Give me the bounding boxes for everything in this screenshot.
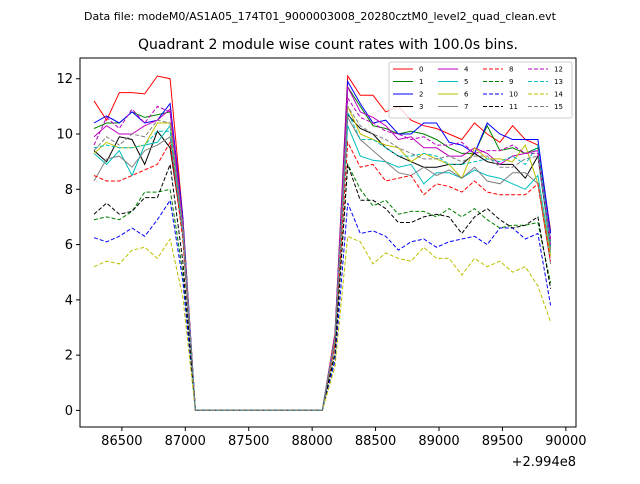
legend-label-8: 8 (509, 66, 513, 74)
legend-label-6: 6 (464, 91, 469, 99)
series-line-8 (93, 140, 552, 411)
legend-label-15: 15 (554, 103, 563, 111)
legend-label-14: 14 (554, 91, 563, 99)
legend-box (388, 61, 573, 119)
chart-title: Quadrant 2 module wise count rates with … (138, 37, 518, 53)
y-tick-label: 10 (56, 128, 73, 143)
legend-label-12: 12 (554, 66, 563, 74)
legend-label-3: 3 (419, 103, 423, 111)
suptitle: Data file: modeM0/AS1A05_174T01_90000030… (84, 10, 557, 23)
x-tick-label: 88000 (291, 434, 332, 449)
legend-label-2: 2 (419, 91, 423, 99)
x-tick-label: 87500 (228, 434, 269, 449)
series-line-15 (93, 104, 552, 411)
series-line-12 (93, 96, 552, 411)
legend-label-5: 5 (464, 78, 468, 86)
y-axis: 0 2 4 6 8 10 12 (56, 72, 80, 419)
series-line-0 (93, 74, 552, 411)
series-line-14 (93, 235, 552, 411)
plot-layer (93, 74, 552, 411)
series-line-11 (93, 164, 552, 411)
x-tick-label: 89500 (482, 434, 523, 449)
x-tick-label: 90000 (545, 434, 586, 449)
x-axis: 86500 87000 87500 88000 88500 89000 89500 90000 (101, 427, 587, 449)
series-line-13 (93, 111, 552, 411)
legend-label-7: 7 (464, 103, 468, 111)
legend-label-9: 9 (509, 78, 513, 86)
legend-label-11: 11 (509, 103, 518, 111)
x-tick-label: 87000 (165, 434, 206, 449)
plot-frame (79, 57, 577, 428)
legend-label-1: 1 (419, 78, 423, 86)
x-tick-label: 86500 (101, 434, 142, 449)
series-line-3 (93, 113, 552, 411)
x-offset-text: +2.994e8 (512, 455, 576, 470)
y-tick-label: 2 (65, 349, 73, 364)
series-line-9 (93, 162, 552, 411)
y-tick-label: 6 (65, 238, 73, 253)
y-tick-label: 4 (65, 293, 73, 308)
legend-label-4: 4 (464, 66, 469, 74)
legend-label-10: 10 (509, 91, 518, 99)
series-line-10 (93, 198, 552, 411)
x-tick-label: 89000 (418, 434, 459, 449)
legend-label-0: 0 (419, 66, 423, 74)
legend-label-13: 13 (554, 78, 563, 86)
x-tick-label: 88500 (355, 434, 396, 449)
y-tick-label: 12 (56, 72, 73, 87)
y-tick-label: 8 (65, 183, 73, 198)
series-line-5 (93, 124, 552, 411)
y-tick-label: 0 (65, 404, 73, 419)
